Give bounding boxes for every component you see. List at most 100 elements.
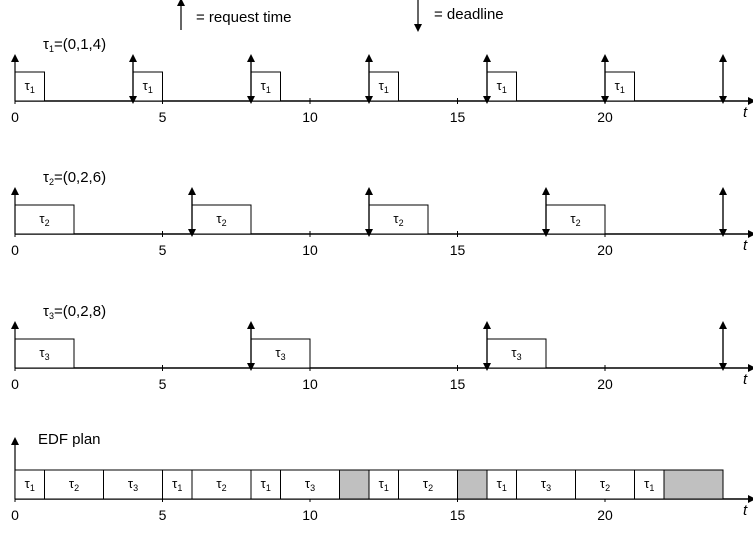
execution-block-label: τ3: [275, 345, 285, 362]
execution-block: τ1: [486, 71, 517, 102]
edf-block: τ3: [103, 469, 163, 500]
execution-block-rect: [250, 71, 281, 102]
edf-block-rect: [486, 469, 517, 500]
execution-block-label: τ1: [379, 78, 389, 95]
axis-tick-label: 15: [450, 242, 466, 258]
edf-idle-block: [339, 469, 370, 500]
task-label: τ3=(0,2,8): [43, 303, 106, 321]
axis-tick-label: 15: [450, 507, 466, 523]
execution-block: τ2: [368, 204, 429, 235]
axis-tick-label: 15: [450, 109, 466, 125]
task-row-axis: 0 5 10 15 20 t: [11, 364, 753, 392]
execution-block-label: τ2: [216, 211, 226, 228]
axis-tick-label: 0: [11, 507, 19, 523]
task-row-axis: 0 5 10 15 20 t: [11, 230, 753, 258]
edf-block-label: τ1: [25, 476, 35, 493]
task-row-1: 0 5 10 15 20 t τ1=(0,1,4) τ1 τ1 τ1 τ1 τ1 τ1: [11, 36, 753, 125]
edf-block: τ1: [486, 469, 517, 500]
edf-axis: 0 5 10 15 20 t: [11, 495, 753, 523]
axis-tick-label: 0: [11, 242, 19, 258]
edf-block-label: τ1: [172, 476, 182, 493]
axis-tick-label: 0: [11, 109, 19, 125]
execution-block-label: τ1: [615, 78, 625, 95]
axis-tick-label: 5: [159, 109, 167, 125]
edf-block: τ3: [280, 469, 340, 500]
edf-plan-row: 0 5 10 15 20 t EDF plan τ1 τ2 τ3 τ1 τ2 τ1 τ3 τ1 τ2 τ1 τ3 τ…: [11, 431, 753, 523]
axis-tick-label: 20: [597, 376, 613, 392]
edf-block-rect: [162, 469, 193, 500]
execution-block-label: τ1: [497, 78, 507, 95]
execution-block-rect: [14, 338, 75, 369]
execution-block-label: τ1: [261, 78, 271, 95]
edf-block-rect: [663, 469, 724, 500]
axis-variable-label: t: [743, 104, 748, 121]
edf-block-label: τ2: [423, 476, 433, 493]
axis-variable-label: t: [743, 371, 748, 388]
task-row-2: 0 5 10 15 20 t τ2=(0,2,6) τ2 τ2 τ2 τ2: [11, 169, 753, 258]
axis-tick-label: 5: [159, 242, 167, 258]
execution-block-label: τ2: [570, 211, 580, 228]
execution-block-rect: [250, 338, 311, 369]
axis-tick-label: 15: [450, 376, 466, 392]
edf-block: τ1: [368, 469, 399, 500]
axis-tick-label: 20: [597, 109, 613, 125]
edf-block-label: τ2: [600, 476, 610, 493]
edf-block-rect: [368, 469, 399, 500]
edf-block-label: τ1: [497, 476, 507, 493]
execution-block: τ1: [604, 71, 635, 102]
execution-block-rect: [604, 71, 635, 102]
execution-block-label: τ1: [143, 78, 153, 95]
edf-block-label: τ2: [69, 476, 79, 493]
edf-block: τ1: [14, 469, 45, 500]
edf-block-rect: [14, 469, 45, 500]
execution-block: τ1: [14, 71, 45, 102]
execution-block: τ3: [486, 338, 547, 369]
execution-block-label: τ3: [39, 345, 49, 362]
edf-block-rect: [457, 469, 488, 500]
edf-block-label: τ2: [216, 476, 226, 493]
axis-tick-label: 10: [302, 376, 318, 392]
edf-block: τ2: [191, 469, 252, 500]
edf-block: τ1: [250, 469, 281, 500]
execution-block: τ2: [191, 204, 252, 235]
edf-idle-block: [663, 469, 724, 500]
axis-variable-label: t: [743, 237, 748, 254]
edf-block-rect: [191, 469, 252, 500]
execution-block: τ1: [132, 71, 163, 102]
execution-block-rect: [191, 204, 252, 235]
execution-block-rect: [486, 338, 547, 369]
edf-block-label: τ1: [379, 476, 389, 493]
axis-tick-label: 20: [597, 507, 613, 523]
edf-block: τ1: [162, 469, 193, 500]
execution-block: τ1: [368, 71, 399, 102]
execution-block: τ1: [250, 71, 281, 102]
edf-block-label: τ3: [305, 476, 315, 493]
edf-block-label: τ3: [541, 476, 551, 493]
execution-block: τ2: [545, 204, 606, 235]
legend-request-label: = request time: [196, 9, 291, 26]
edf-block-rect: [575, 469, 635, 500]
axis-tick-label: 10: [302, 242, 318, 258]
edf-block-rect: [44, 469, 104, 500]
execution-block: τ2: [14, 204, 75, 235]
execution-block-label: τ1: [25, 78, 35, 95]
edf-block: τ2: [575, 469, 635, 500]
axis-tick-label: 5: [159, 507, 167, 523]
task-row-3: 0 5 10 15 20 t τ3=(0,2,8) τ3 τ3 τ3: [11, 303, 753, 392]
axis-tick-label: 10: [302, 109, 318, 125]
execution-block-label: τ2: [393, 211, 403, 228]
execution-block-label: τ3: [511, 345, 521, 362]
execution-block-rect: [132, 71, 163, 102]
execution-block-rect: [545, 204, 606, 235]
legend: = request time = deadline: [177, 0, 504, 32]
axis-tick-label: 10: [302, 507, 318, 523]
axis-tick-label: 0: [11, 376, 19, 392]
edf-block-label: τ1: [261, 476, 271, 493]
edf-block-rect: [339, 469, 370, 500]
task-label: τ2=(0,2,6): [43, 169, 106, 187]
edf-block: τ1: [634, 469, 665, 500]
task-label: τ1=(0,1,4): [43, 36, 106, 54]
task-row-axis: 0 5 10 15 20 t: [11, 97, 753, 125]
edf-block: τ2: [398, 469, 458, 500]
edf-plan-title: EDF plan: [38, 431, 101, 448]
